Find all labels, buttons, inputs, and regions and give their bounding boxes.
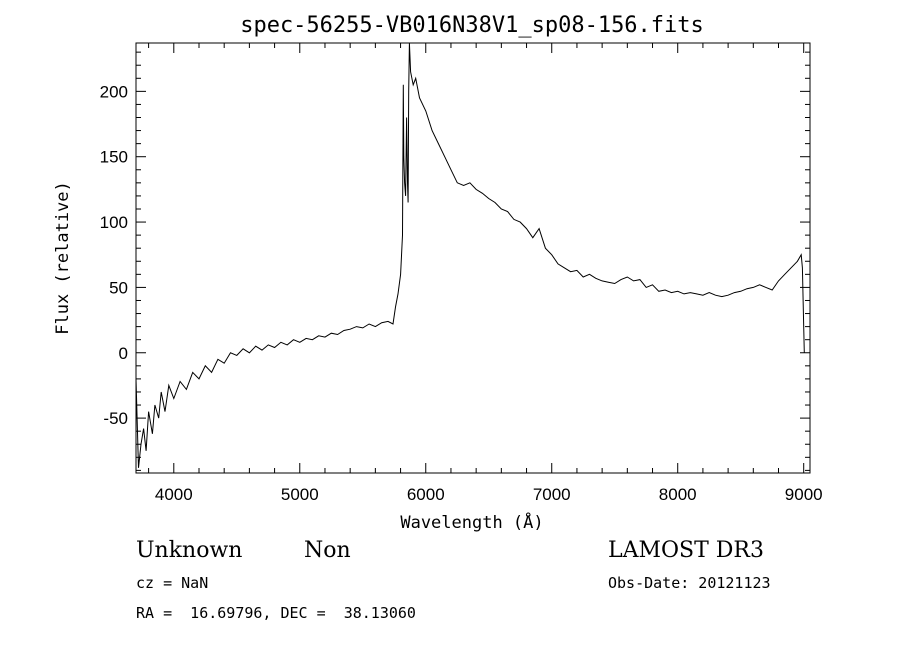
y-tick-label: -50 <box>103 409 128 428</box>
y-tick-label: 150 <box>100 148 128 167</box>
y-tick-label: 50 <box>109 278 128 297</box>
plot-frame <box>135 42 811 474</box>
coordinates: RA = 16.69796, DEC = 38.13060 <box>136 604 416 622</box>
x-tick-label: 6000 <box>407 485 445 504</box>
survey-name: LAMOST DR3 <box>608 538 764 563</box>
x-axis-ticks: 4000 5000 6000 7000 8000 9000 <box>148 43 823 504</box>
object-subclass: Non <box>304 538 351 563</box>
y-tick-label: 100 <box>100 213 128 232</box>
redshift-cz: cz = NaN <box>136 574 209 592</box>
spectrum-line <box>135 42 805 468</box>
x-tick-label: 8000 <box>659 485 697 504</box>
x-tick-label: 4000 <box>155 485 193 504</box>
x-tick-label: 5000 <box>281 485 319 504</box>
x-axis-label: Wavelength (Å) <box>400 511 543 533</box>
x-tick-label: 9000 <box>785 485 823 504</box>
object-class: Unknown <box>136 538 243 563</box>
x-tick-label: 7000 <box>533 485 571 504</box>
chart-title: spec-56255-VB016N38V1_sp08-156.fits <box>240 13 704 38</box>
y-axis-ticks: -50 0 50 100 150 200 <box>100 51 810 471</box>
y-tick-label: 0 <box>119 344 128 363</box>
y-tick-label: 200 <box>100 82 128 101</box>
observation-date: Obs-Date: 20121123 <box>608 574 771 592</box>
y-axis-label: Flux (relative) <box>53 181 73 335</box>
